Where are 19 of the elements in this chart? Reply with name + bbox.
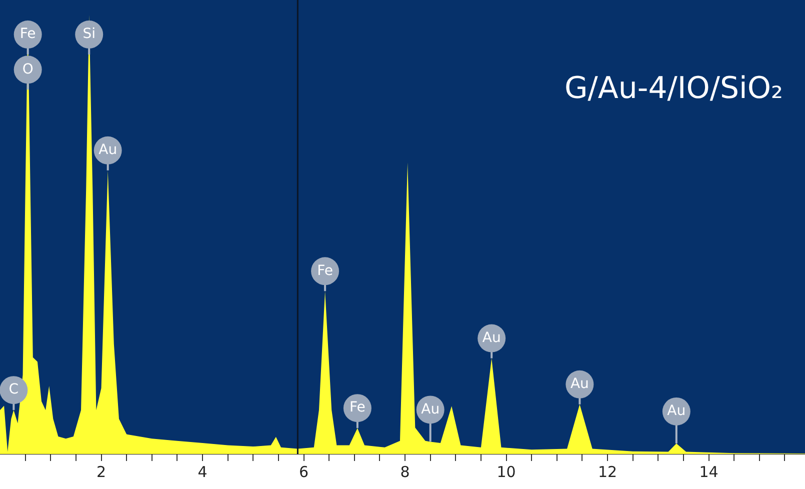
x-tick-label: 6 [299,462,309,481]
annotation: Au [667,403,686,420]
annotation: Au [98,142,118,158]
annotation: Au [570,376,589,392]
x-tick-label: 14 [699,462,718,481]
annotation: C [8,382,19,398]
annotation: O [22,61,34,78]
x-tick-label: 10 [496,462,516,481]
text: G/Au-4/IO/SiO₂ [564,70,783,106]
x-tick-label: 12 [598,462,618,481]
x-tick-label: 4 [198,462,208,481]
x-tick-label: 8 [400,462,410,481]
annotation: Fe [20,26,36,42]
annotation: Au [421,401,440,418]
annotation: Fe [317,262,333,279]
x-tick-label: 2 [96,462,106,481]
annotation: Au [482,330,501,346]
annotation: Fe [349,400,366,416]
annotation: Si [82,26,96,42]
